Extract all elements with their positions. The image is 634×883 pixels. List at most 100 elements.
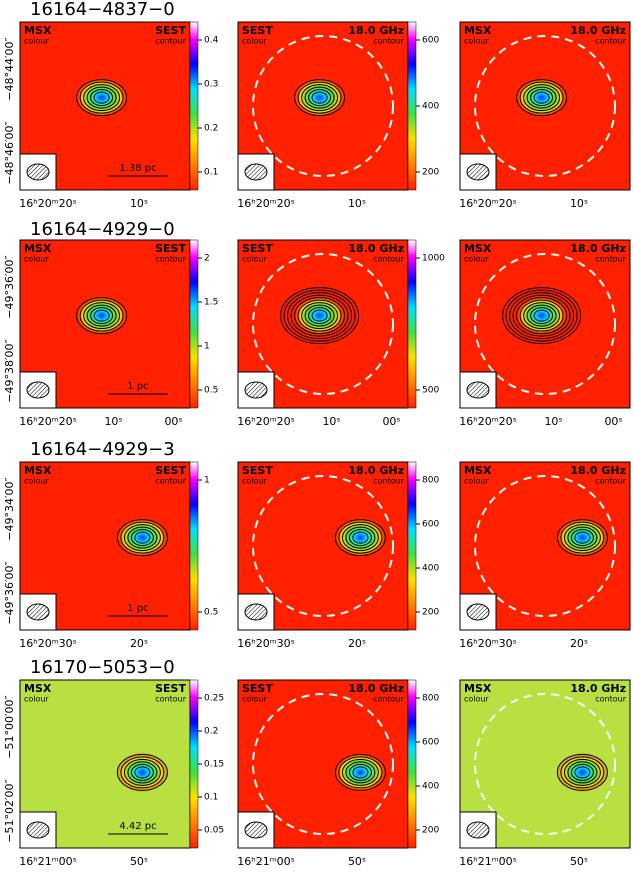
contour bbox=[79, 81, 124, 114]
contour-note: contour bbox=[595, 255, 626, 264]
colorbar-tick-label: 0.5 bbox=[204, 386, 218, 396]
x-tick-label: 10ˢ bbox=[322, 415, 340, 428]
contour bbox=[505, 289, 578, 342]
colorbar-tick-label: 0.25 bbox=[204, 694, 224, 704]
colour-note: colour bbox=[24, 477, 49, 486]
contour bbox=[301, 302, 339, 330]
contour bbox=[120, 521, 165, 554]
contour bbox=[341, 758, 379, 786]
contour bbox=[86, 86, 117, 109]
contour bbox=[134, 766, 151, 779]
colour-label: SEST bbox=[242, 242, 273, 255]
emission bbox=[116, 752, 169, 793]
y-tick-label: −49°36′00″ bbox=[3, 255, 16, 318]
contour bbox=[130, 763, 154, 781]
colour-note: colour bbox=[242, 477, 267, 486]
colorbar-tick-label: 0.1 bbox=[204, 168, 218, 178]
contour bbox=[526, 304, 557, 327]
colorbar bbox=[407, 239, 417, 409]
x-tick-label: 10ˢ bbox=[130, 197, 148, 210]
colorbar-tick-label: 800 bbox=[422, 694, 439, 704]
x-tick-label: 16ʰ21ᵐ00ˢ bbox=[19, 855, 76, 868]
row-title: 16164−4929−3 bbox=[30, 439, 175, 460]
colorbar-tick-label: 0.05 bbox=[204, 826, 224, 836]
contour bbox=[90, 307, 114, 325]
contour bbox=[341, 524, 379, 552]
emission bbox=[515, 295, 568, 336]
contour bbox=[86, 304, 117, 327]
emission bbox=[515, 77, 568, 118]
contour-note: contour bbox=[155, 695, 186, 704]
beam bbox=[244, 381, 268, 399]
beam bbox=[26, 381, 50, 399]
colorbar-tick-label: 200 bbox=[422, 168, 439, 178]
y-tick-label: −49°34′00″ bbox=[3, 477, 16, 540]
x-tick-label: 16ʰ20ᵐ30ˢ bbox=[459, 637, 516, 650]
contour bbox=[79, 299, 124, 332]
colour-label: MSX bbox=[464, 24, 492, 37]
colour-label: MSX bbox=[464, 464, 492, 477]
x-tick-label: 10ˢ bbox=[570, 197, 588, 210]
colorbar-tick-label: 1000 bbox=[422, 254, 445, 264]
colorbar bbox=[407, 461, 417, 631]
contour-label: 18.0 GHz bbox=[570, 242, 626, 255]
contour-note: contour bbox=[595, 37, 626, 46]
contour bbox=[283, 289, 356, 342]
colour-label: SEST bbox=[242, 24, 273, 37]
map-frame bbox=[459, 239, 631, 409]
contour bbox=[338, 521, 383, 554]
contour-label: 18.0 GHz bbox=[348, 682, 404, 695]
contour-label: 18.0 GHz bbox=[570, 24, 626, 37]
x-tick-label: 16ʰ20ᵐ30ˢ bbox=[237, 637, 294, 650]
contour bbox=[280, 287, 360, 345]
primary-beam bbox=[474, 475, 616, 617]
contour bbox=[345, 526, 376, 549]
emission bbox=[75, 295, 128, 336]
x-tick-label: 20ˢ bbox=[348, 637, 366, 650]
colorbar bbox=[407, 21, 417, 191]
contour bbox=[297, 299, 342, 332]
contour bbox=[76, 79, 128, 117]
x-tick-label: 10ˢ bbox=[544, 415, 562, 428]
y-tick-label: −49°36′00″ bbox=[3, 561, 16, 624]
contour bbox=[533, 309, 550, 322]
colorbar-tick-label: 2 bbox=[204, 254, 210, 264]
emission bbox=[334, 752, 387, 793]
contour bbox=[83, 84, 121, 112]
x-tick-label: 00ˢ bbox=[164, 415, 182, 428]
colour-label: MSX bbox=[464, 682, 492, 695]
scale-bar-label: 1.38 pc bbox=[119, 163, 156, 174]
contour bbox=[556, 519, 608, 557]
colorbar-tick-label: 400 bbox=[422, 564, 439, 574]
primary-beam bbox=[252, 693, 394, 835]
colour-label: SEST bbox=[242, 464, 273, 477]
contour bbox=[516, 297, 568, 335]
x-tick-label: 16ʰ20ᵐ20ˢ bbox=[459, 415, 516, 428]
contour bbox=[530, 307, 554, 325]
emission bbox=[75, 77, 128, 118]
contour bbox=[90, 89, 114, 107]
y-tick-label: −49°38′00″ bbox=[3, 339, 16, 402]
colorbar-tick-label: 0.2 bbox=[204, 727, 218, 737]
contour bbox=[294, 79, 346, 117]
contour bbox=[523, 302, 561, 330]
colour-note: colour bbox=[24, 695, 49, 704]
colour-note: colour bbox=[242, 255, 267, 264]
contour bbox=[130, 529, 154, 547]
contour bbox=[116, 519, 168, 557]
contour bbox=[345, 761, 376, 784]
contour bbox=[519, 81, 564, 114]
contour bbox=[294, 297, 346, 335]
primary-beam bbox=[252, 35, 394, 177]
contour-label: 18.0 GHz bbox=[348, 24, 404, 37]
contour bbox=[338, 756, 383, 789]
emission bbox=[334, 517, 387, 558]
contour-note: contour bbox=[155, 477, 186, 486]
x-tick-label: 16ʰ20ᵐ20ˢ bbox=[19, 197, 76, 210]
row-title: 16170−5053−0 bbox=[30, 657, 175, 678]
beam bbox=[26, 163, 50, 181]
beam bbox=[244, 821, 268, 839]
colorbar-tick-label: 0.2 bbox=[204, 124, 218, 134]
beam bbox=[244, 163, 268, 181]
